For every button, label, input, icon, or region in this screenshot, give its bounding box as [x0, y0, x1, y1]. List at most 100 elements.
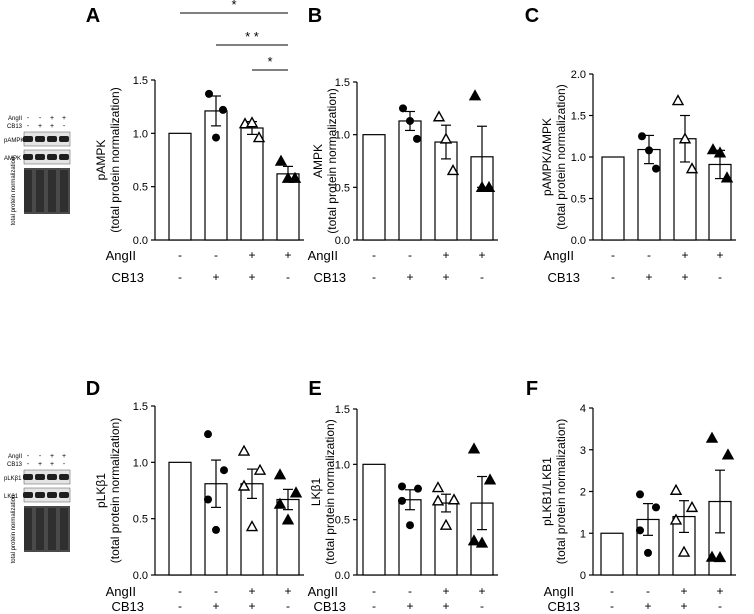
y-axis-label: pLKβ1 [94, 473, 108, 508]
blot-sign: - [39, 453, 42, 460]
data-point [446, 164, 460, 176]
data-point [431, 481, 445, 493]
y-tick-label: 4 [580, 403, 586, 415]
y-tick-label: 1.5 [133, 75, 148, 87]
cb13-sign: - [372, 599, 376, 613]
data-point [399, 104, 407, 113]
angii-sign: - [611, 248, 615, 262]
y-axis-label: pAMPK/AMPK [540, 118, 554, 196]
data-point [398, 496, 406, 505]
data-point [447, 493, 461, 505]
y-axis-sublabel: (total protein normalization) [554, 419, 568, 564]
angii-sign: + [284, 248, 291, 262]
data-point [671, 94, 685, 106]
cb13-sign: - [718, 270, 722, 284]
data-point [706, 143, 720, 155]
data-point [273, 468, 287, 480]
cb13-sign: - [372, 270, 376, 284]
data-point [468, 89, 482, 101]
cb13-sign: + [644, 599, 651, 613]
blot-angii-label: AngII [8, 116, 22, 122]
angii-sign: - [408, 248, 412, 262]
data-point [219, 105, 227, 114]
data-point [406, 116, 414, 125]
y-axis-sublabel: (total protein normalization) [323, 419, 337, 564]
bar [276, 498, 300, 576]
panel-letter: B [308, 5, 322, 27]
data-point [398, 482, 406, 491]
panel-letter: A [86, 5, 100, 27]
bar [240, 127, 264, 241]
y-tick-label: 1.5 [133, 401, 148, 413]
y-axis-sublabel: (total protein normalization) [325, 88, 339, 233]
data-point [212, 525, 220, 534]
blot-sign: + [50, 115, 54, 122]
y-tick-label: 1.0 [335, 459, 350, 471]
blot-angii-label: AngII [8, 454, 22, 460]
y-tick-label: 1 [580, 528, 586, 540]
data-point [431, 494, 445, 506]
angii-row-label: AngII [544, 584, 574, 599]
angii-sign: - [214, 248, 218, 262]
data-point [288, 171, 302, 183]
bar [276, 173, 300, 241]
blot-band [23, 154, 33, 160]
total-protein-label: total protein normalization [11, 157, 17, 226]
blot-band-label: LKβ1 [4, 494, 19, 500]
blot-sign: - [27, 453, 30, 460]
cb13-sign: - [286, 599, 290, 613]
data-point [652, 503, 660, 512]
blot-band [35, 474, 45, 480]
blot-sign: + [38, 123, 42, 130]
blot-sign: - [39, 115, 42, 122]
data-point [245, 116, 259, 128]
y-tick-label: 0.0 [571, 235, 586, 247]
blot-band-label: pLKβ1 [4, 476, 22, 482]
y-axis-label: pAMPK [94, 140, 108, 181]
total-protein-lane [24, 508, 32, 550]
blot-band [59, 474, 69, 480]
angii-sign: + [442, 248, 449, 262]
angii-sign: + [284, 584, 291, 598]
cb13-sign: + [442, 270, 449, 284]
panel-b: B 0.0 0.5 1.0 1.5 AMPK (total protein normaliz… [308, 5, 498, 285]
blot-band [35, 492, 45, 498]
angii-row-label: AngII [544, 248, 574, 263]
y-tick-label: 3 [580, 445, 586, 457]
significance-label: * [231, 0, 236, 12]
data-point [220, 466, 228, 475]
blot-band [47, 154, 57, 160]
angii-sign: - [372, 248, 376, 262]
blot-sign: + [38, 461, 42, 468]
cb13-sign: + [248, 599, 255, 613]
total-protein-label: total protein normalization [11, 495, 17, 564]
angii-row-label: AngII [106, 248, 136, 263]
angii-sign: - [178, 584, 182, 598]
blot-cb13-label: CB13 [7, 124, 23, 130]
angii-sign: + [248, 248, 255, 262]
blot-sign: + [50, 461, 54, 468]
total-protein-lane [48, 170, 56, 212]
bar [434, 502, 458, 576]
data-point [713, 551, 727, 563]
data-point [636, 490, 644, 499]
cb13-sign: + [442, 599, 449, 613]
bar [398, 499, 422, 576]
bar [362, 134, 386, 241]
y-tick-label: 1.5 [335, 77, 350, 89]
data-point [636, 526, 644, 535]
data-point [475, 536, 489, 548]
significance-label: * [267, 54, 272, 69]
panel-e: E 0.0 0.5 1.0 1.5 LKβ1 (total protein normaliz… [308, 378, 498, 614]
cb13-row-label: CB13 [313, 599, 346, 614]
data-point [237, 479, 251, 491]
data-point [289, 486, 303, 498]
y-axis-label: pLKB1/LKB1 [540, 457, 554, 526]
blot-sign: + [62, 115, 66, 122]
blot-sign: + [62, 453, 66, 460]
data-point [204, 430, 212, 439]
data-point [237, 444, 251, 456]
angii-sign: - [372, 584, 376, 598]
